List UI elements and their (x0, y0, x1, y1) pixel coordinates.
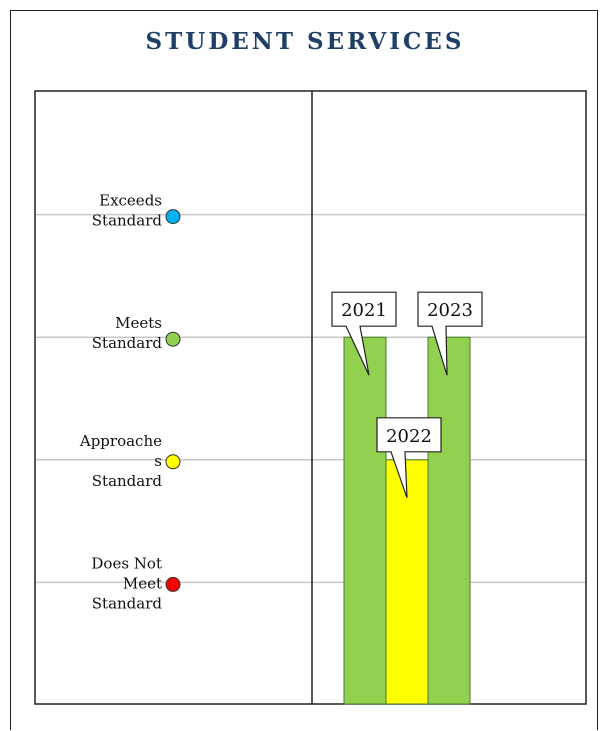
bar-2023 (427, 336, 471, 705)
level-label-does_not_meet: Does Not Meet Standard (91, 554, 162, 612)
callout-label-2022: 2022 (386, 426, 432, 447)
level-marker-does_not_meet (165, 576, 181, 592)
level-marker-approaches (165, 454, 181, 470)
chart-title: STUDENT SERVICES (145, 28, 465, 55)
level-marker-exceeds (165, 209, 181, 225)
callout-label-2021: 2021 (341, 300, 387, 321)
bar-2021 (343, 336, 387, 705)
level-label-meets: Meets Standard (92, 314, 163, 352)
callout-2021 (331, 291, 397, 376)
level-marker-meets (165, 331, 181, 347)
plot-frame (34, 90, 587, 705)
callout-2022 (376, 417, 442, 498)
callout-2023 (417, 291, 483, 376)
chart-panel (10, 10, 598, 730)
level-label-approaches: Approache s Standard (79, 432, 163, 490)
level-label-exceeds: Exceeds Standard (92, 192, 163, 230)
callout-label-2023: 2023 (427, 300, 473, 321)
